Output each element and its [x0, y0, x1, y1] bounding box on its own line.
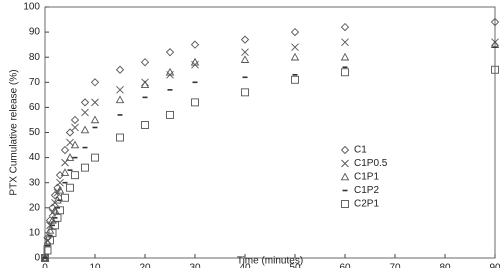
x-tick-label: 50: [289, 263, 301, 268]
legend-label: C1: [354, 145, 367, 156]
marker-x: [56, 178, 64, 187]
marker-triangle: [65, 153, 75, 161]
marker-diamond: [190, 40, 200, 49]
marker-triangle: [290, 52, 300, 61]
marker-square: [166, 110, 174, 119]
x-tick-label: 10: [89, 263, 101, 268]
marker-square: [116, 133, 124, 142]
y-tick-label: 10: [29, 228, 41, 239]
marker-square: [241, 88, 249, 97]
y-tick-label: 90: [29, 27, 41, 38]
marker-diamond: [240, 35, 250, 44]
marker-x: [341, 38, 349, 46]
y-tick-label: 50: [29, 127, 41, 138]
marker-triangle: [340, 172, 350, 181]
marker-square: [43, 246, 52, 255]
x-tick-label: 70: [389, 263, 401, 268]
marker-diamond: [80, 98, 90, 107]
x-tick-label: 80: [439, 263, 451, 268]
y-tick-label: 80: [29, 52, 41, 63]
y-tick-label: 70: [29, 77, 41, 88]
marker-triangle: [240, 55, 250, 63]
marker-square: [61, 193, 69, 202]
marker-diamond: [165, 48, 175, 57]
plot-frame: [44, 6, 496, 259]
marker-triangle: [45, 225, 55, 234]
y-tick-label: 100: [23, 2, 40, 13]
marker-triangle: [70, 140, 80, 149]
marker-square: [341, 200, 349, 208]
marker-square: [491, 65, 499, 74]
marker-square: [191, 98, 199, 107]
marker-triangle: [140, 80, 150, 89]
marker-diamond: [140, 58, 150, 67]
marker-square: [291, 75, 299, 84]
x-tick-label: 60: [339, 263, 351, 268]
marker-diamond: [65, 128, 75, 137]
marker-x: [341, 159, 349, 168]
marker-triangle: [90, 115, 100, 124]
x-tick-label: 0: [42, 263, 48, 268]
x-axis-label: Time (minutes): [237, 256, 303, 267]
marker-x: [116, 86, 124, 94]
legend-label: C2P1: [354, 199, 379, 210]
marker-diamond: [340, 22, 350, 32]
marker-x: [141, 78, 149, 87]
marker-square: [41, 254, 49, 262]
marker-x: [81, 108, 89, 117]
marker-square: [81, 163, 89, 172]
marker-diamond: [60, 145, 70, 155]
marker-diamond: [490, 17, 500, 27]
legend-label: C1P1: [354, 172, 379, 183]
marker-square: [53, 213, 62, 222]
x-tick-label: 90: [489, 263, 500, 268]
marker-square: [91, 153, 99, 162]
y-tick-label: 60: [29, 102, 41, 113]
y-tick-label: 40: [29, 152, 41, 163]
marker-diamond: [340, 145, 350, 155]
marker-x: [71, 123, 79, 132]
marker-diamond: [45, 216, 55, 225]
marker-diamond: [290, 27, 300, 37]
marker-diamond: [50, 191, 60, 200]
marker-x: [291, 43, 299, 51]
y-tick-label: 20: [29, 202, 41, 213]
marker-square: [141, 121, 149, 129]
marker-triangle: [60, 168, 70, 176]
marker-square: [71, 171, 79, 180]
marker-square: [48, 228, 57, 237]
marker-square: [341, 68, 349, 77]
marker-x: [241, 48, 249, 56]
marker-triangle: [340, 52, 350, 61]
marker-diamond: [70, 115, 80, 125]
marker-diamond: [115, 65, 125, 74]
marker-square: [51, 221, 59, 230]
x-tick-label: 40: [239, 263, 251, 268]
marker-triangle: [190, 57, 200, 66]
marker-triangle: [165, 67, 175, 76]
legend-label: C1P2: [354, 185, 379, 196]
marker-triangle: [80, 125, 90, 134]
marker-square: [56, 206, 64, 215]
x-tick-label: 30: [189, 263, 201, 268]
y-axis-label: PTX Cumulative release (%): [9, 69, 20, 195]
marker-square: [46, 236, 54, 245]
y-tick-label: 0: [34, 253, 40, 264]
marker-triangle: [55, 185, 65, 194]
marker-x: [91, 98, 99, 107]
marker-triangle: [115, 95, 125, 104]
marker-square: [66, 183, 74, 192]
marker-x: [66, 138, 74, 147]
marker-diamond: [90, 78, 100, 87]
y-tick-label: 30: [29, 177, 41, 188]
x-tick-label: 20: [139, 263, 151, 268]
legend-label: C1P0.5: [354, 158, 388, 169]
